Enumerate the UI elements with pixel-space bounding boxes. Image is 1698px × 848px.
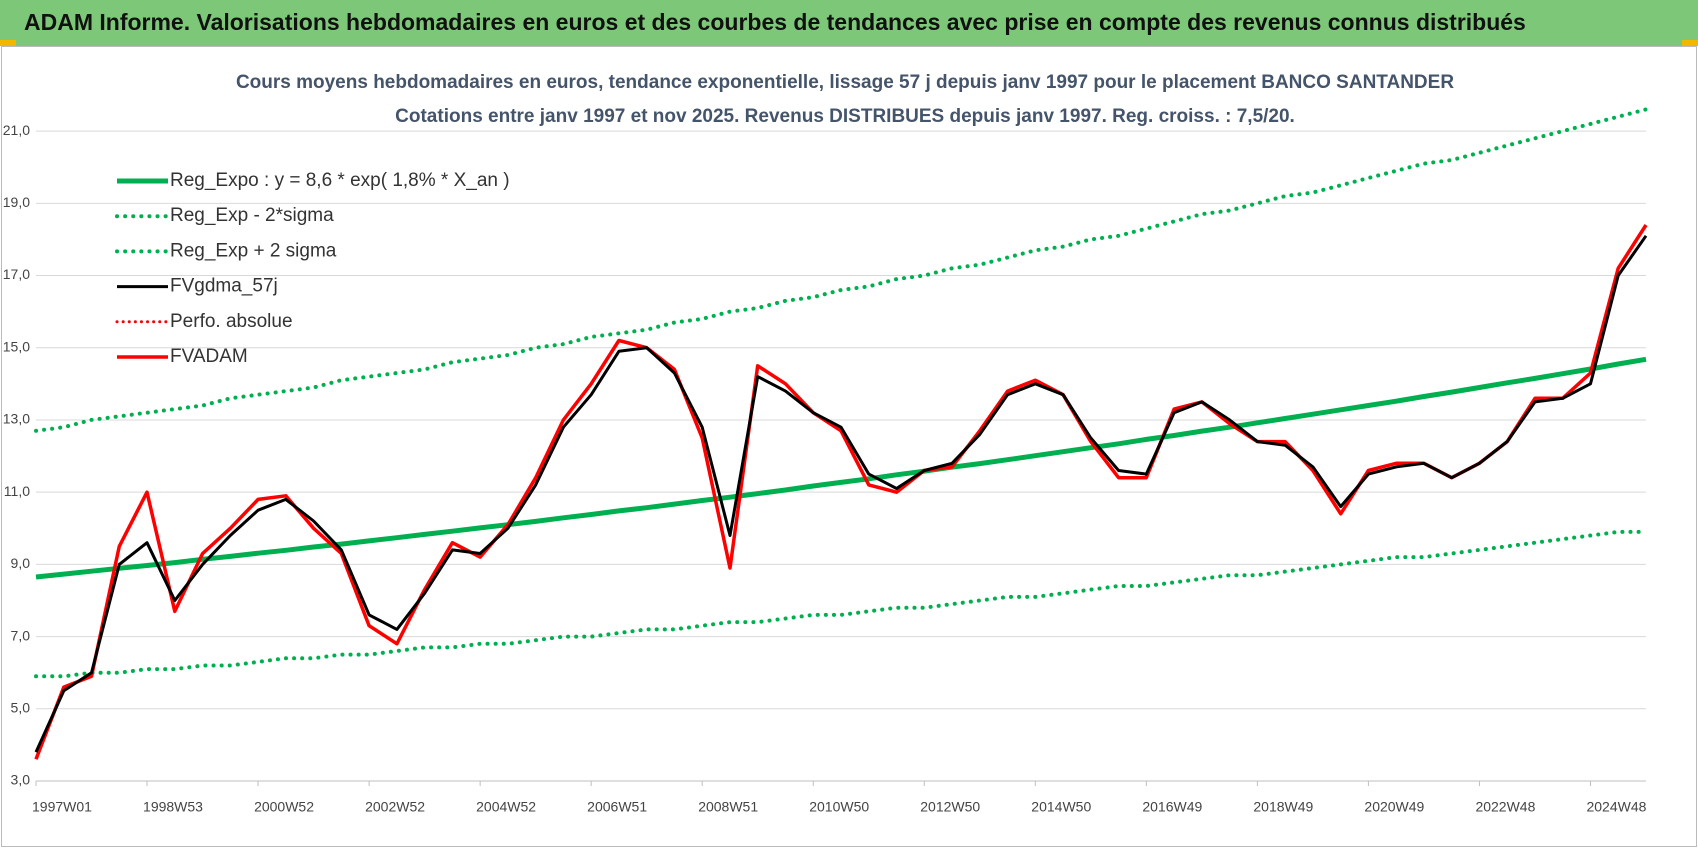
y-tick-label: 11,0 xyxy=(4,483,30,499)
series-line xyxy=(35,356,1647,580)
x-tick-label: 2024W48 xyxy=(1586,799,1646,815)
legend-label: FVgdma_57j xyxy=(170,276,278,297)
x-tick-label: 1998W53 xyxy=(143,799,203,815)
series-line xyxy=(34,234,1648,753)
chart-subtitle: Cotations entre janv 1997 et nov 2025. R… xyxy=(395,106,1295,127)
series-line xyxy=(34,107,1648,433)
header-bar xyxy=(0,0,1698,46)
x-tick-label: 2004W52 xyxy=(476,799,536,815)
y-tick-label: 15,0 xyxy=(3,338,30,354)
legend-label: Reg_Exp - 2*sigma xyxy=(170,205,334,226)
legend-label: FVADAM xyxy=(170,346,248,367)
corner-mark xyxy=(0,40,16,46)
x-tick-label: 2020W49 xyxy=(1364,799,1424,815)
page-title: ADAM Informe. Valorisations hebdomadaire… xyxy=(24,9,1526,35)
y-tick-label: 17,0 xyxy=(3,266,30,282)
y-tick-label: 9,0 xyxy=(11,555,31,571)
series-line xyxy=(34,224,1648,760)
y-tick-label: 5,0 xyxy=(11,699,31,715)
x-tick-label: 2002W52 xyxy=(365,799,425,815)
legend-label: Perfo. absolue xyxy=(170,311,293,332)
corner-mark xyxy=(1682,40,1698,46)
y-tick-label: 7,0 xyxy=(11,627,31,643)
x-tick-label: 1997W01 xyxy=(32,799,92,815)
legend-label: Reg_Expo : y = 8,6 * exp( 1,8% * X_an ) xyxy=(170,170,510,191)
y-tick-label: 19,0 xyxy=(3,194,30,210)
y-tick-label: 21,0 xyxy=(3,122,30,138)
frame xyxy=(1,46,1697,847)
x-tick-label: 2006W51 xyxy=(587,799,647,815)
x-tick-label: 2008W51 xyxy=(698,799,758,815)
x-tick-label: 2012W50 xyxy=(920,799,980,815)
x-tick-label: 2022W48 xyxy=(1475,799,1535,815)
x-tick-label: 2016W49 xyxy=(1142,799,1202,815)
series-line xyxy=(34,529,1648,679)
chart-subtitle: Cours moyens hebdomadaires en euros, ten… xyxy=(236,72,1454,93)
x-tick-label: 2010W50 xyxy=(809,799,869,815)
y-tick-label: 3,0 xyxy=(11,772,31,788)
x-tick-label: 2000W52 xyxy=(254,799,314,815)
x-tick-label: 2018W49 xyxy=(1253,799,1313,815)
x-tick-label: 2014W50 xyxy=(1031,799,1091,815)
y-tick-label: 13,0 xyxy=(3,411,30,427)
legend-label: Reg_Exp + 2 sigma xyxy=(170,240,337,261)
